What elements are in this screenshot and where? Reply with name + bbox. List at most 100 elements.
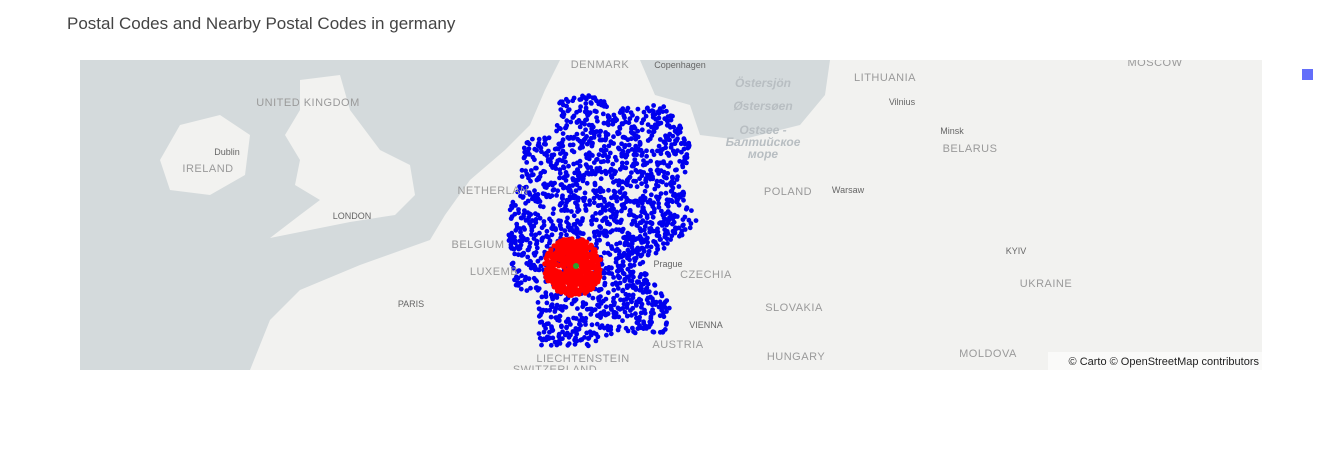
postal-code xyxy=(529,196,535,202)
postal-code xyxy=(616,182,622,187)
postal-code xyxy=(622,234,628,240)
postal-code xyxy=(536,136,542,142)
postal-code xyxy=(640,197,645,203)
postal-code xyxy=(560,114,566,120)
postal-code xyxy=(637,261,643,267)
postal-code xyxy=(591,229,597,235)
postal-code xyxy=(634,299,639,305)
postal-code xyxy=(574,160,580,166)
postal-code xyxy=(680,193,686,198)
postal-code xyxy=(644,106,650,111)
postal-code xyxy=(575,173,581,179)
postal-code xyxy=(525,254,531,260)
postal-code xyxy=(644,183,650,189)
postal-code xyxy=(634,198,640,204)
postal-code xyxy=(610,161,616,167)
postal-code xyxy=(585,112,591,118)
postal-code xyxy=(564,118,570,124)
postal-code xyxy=(597,210,603,216)
postal-code xyxy=(630,305,636,311)
postal-code xyxy=(558,226,564,232)
postal-code xyxy=(668,113,674,119)
postal-code xyxy=(633,255,639,261)
postal-code xyxy=(642,307,647,313)
postal-code xyxy=(566,341,572,346)
postal-code xyxy=(626,212,632,218)
postal-code xyxy=(524,288,530,293)
postal-code xyxy=(554,161,559,167)
postal-code xyxy=(665,201,670,206)
postal-code xyxy=(538,160,544,166)
postal-code xyxy=(548,314,554,320)
postal-code xyxy=(655,246,660,252)
postal-code xyxy=(620,287,626,293)
postal-code xyxy=(597,189,603,195)
nearby-postal-code xyxy=(573,246,579,252)
postal-code xyxy=(619,121,625,126)
nearby-postal-code xyxy=(578,285,584,291)
postal-code xyxy=(556,334,562,339)
postal-code xyxy=(605,290,611,296)
postal-code xyxy=(603,312,608,318)
postal-code xyxy=(593,338,599,344)
postal-code xyxy=(648,316,654,321)
postal-code xyxy=(512,251,518,257)
postal-code xyxy=(648,192,654,198)
postal-code xyxy=(682,154,688,160)
nearby-postal-code xyxy=(571,269,577,275)
nearby-postal-code xyxy=(580,278,586,284)
postal-code xyxy=(663,190,669,196)
postal-code xyxy=(644,244,650,249)
postal-code xyxy=(669,213,675,219)
postal-code xyxy=(657,299,663,305)
postal-code xyxy=(546,135,552,141)
postal-code xyxy=(656,204,662,210)
postal-code xyxy=(569,209,574,214)
postal-code xyxy=(652,282,657,288)
postal-code xyxy=(601,275,607,281)
postal-code xyxy=(589,101,594,106)
postal-code xyxy=(584,96,589,102)
postal-code xyxy=(618,254,624,260)
map-label: LUXEMB xyxy=(470,266,518,278)
postal-code xyxy=(617,124,622,130)
postal-code xyxy=(536,267,542,273)
postal-code xyxy=(569,148,575,154)
postal-code xyxy=(544,300,550,306)
postal-code xyxy=(658,120,664,126)
postal-code xyxy=(563,151,569,157)
postal-code xyxy=(620,205,626,211)
postal-code xyxy=(662,327,668,332)
nearby-postal-code xyxy=(542,270,548,276)
postal-code xyxy=(560,329,565,335)
postal-code xyxy=(554,193,559,198)
attribution[interactable]: © Carto © OpenStreetMap contributors xyxy=(1069,356,1260,368)
postal-code xyxy=(602,168,608,174)
postal-code xyxy=(633,136,639,142)
postal-code xyxy=(661,314,667,320)
legend-swatch[interactable] xyxy=(1302,69,1313,80)
nearby-postal-code xyxy=(563,267,569,273)
postal-code xyxy=(571,222,577,227)
postal-code xyxy=(648,171,654,177)
postal-code xyxy=(508,245,514,250)
postal-code xyxy=(682,137,687,143)
postal-code xyxy=(645,281,651,287)
postal-code xyxy=(595,118,600,124)
postal-code xyxy=(621,271,627,277)
postal-code xyxy=(665,163,670,168)
postal-code xyxy=(603,296,609,302)
postal-code xyxy=(675,136,680,142)
postal-code xyxy=(558,231,564,237)
postal-code xyxy=(607,169,613,175)
postal-code xyxy=(560,336,565,342)
postal-code xyxy=(580,231,586,237)
postal-code xyxy=(599,169,604,175)
postal-code xyxy=(651,103,656,108)
postal-code xyxy=(623,297,629,302)
postal-code xyxy=(615,131,621,137)
postal-code xyxy=(653,302,658,307)
map-label: Балтийское xyxy=(726,135,801,149)
postal-code xyxy=(522,277,528,283)
nearby-postal-code xyxy=(560,283,567,289)
